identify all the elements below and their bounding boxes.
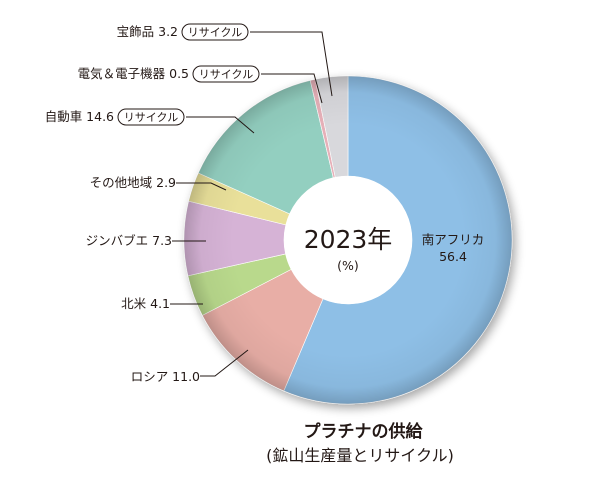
center-unit-label: (%) <box>337 258 359 273</box>
leader-line-5 <box>186 116 255 134</box>
slice-label-1: ロシア 11.0 <box>131 369 200 384</box>
leader-line-4 <box>176 182 227 191</box>
chart-title: プラチナの供給 <box>304 421 424 442</box>
leader-line-1 <box>200 349 249 377</box>
leader-line-6 <box>261 73 323 104</box>
recycle-badge-5 <box>117 108 185 126</box>
slice-label-5: 自動車 14.6 <box>45 109 114 124</box>
slice-label-name-0: 南アフリカ <box>422 232 485 247</box>
recycle-badge-text-6: リサイクル <box>199 68 253 81</box>
slice-label-7: 宝飾品 3.2 <box>117 24 178 39</box>
recycle-badge-text-5: リサイクル <box>124 111 178 124</box>
slice-label-6: 電気＆電子機器 0.5 <box>78 66 189 81</box>
center-year-label: 2023年 <box>304 225 393 254</box>
leader-line-7 <box>250 31 333 97</box>
slice-label-value-0: 56.4 <box>439 249 467 264</box>
slice-label-4: その他地域 2.9 <box>90 175 176 190</box>
leader-lines <box>170 31 333 377</box>
slice-label-2: 北米 4.1 <box>121 296 170 311</box>
recycle-badge-6 <box>192 65 260 83</box>
donut-hole <box>284 176 412 304</box>
recycle-badge-7 <box>181 23 249 41</box>
slice-label-3: ジンバブエ 7.3 <box>86 233 172 248</box>
slice-labels: 南アフリカ 56.4 ロシア 11.0 北米 4.1 ジンバブエ 7.3 その他地域 2.… <box>45 23 485 384</box>
recycle-badge-text-7: リサイクル <box>188 26 242 39</box>
chart-subtitle: (鉱山生産量とリサイクル) <box>266 446 454 465</box>
